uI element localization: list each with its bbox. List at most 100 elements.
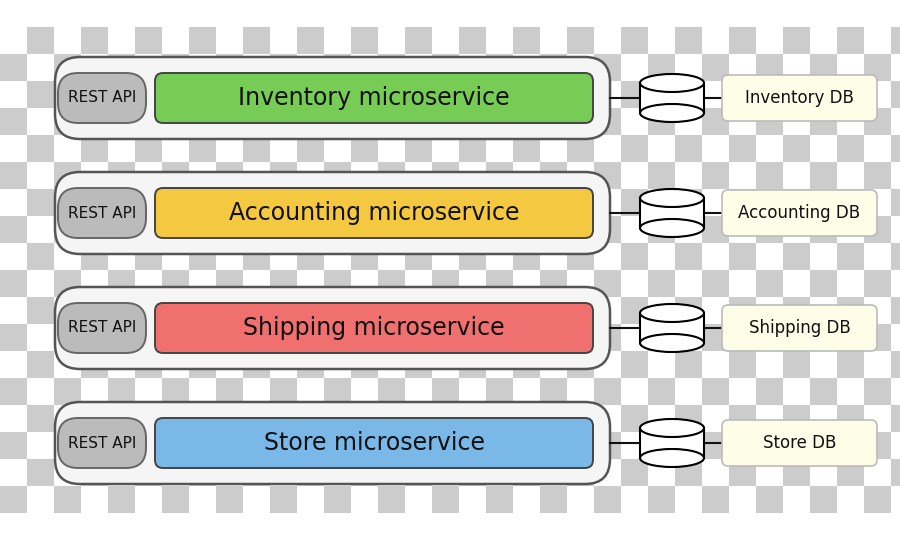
Bar [756, 216, 783, 243]
Bar [81, 432, 108, 459]
Bar [81, 81, 108, 108]
Bar [756, 432, 783, 459]
Bar [459, 81, 486, 108]
Bar [864, 432, 891, 459]
Bar [297, 216, 324, 243]
Bar [324, 0, 351, 27]
FancyBboxPatch shape [722, 305, 877, 351]
Bar [189, 27, 216, 54]
Bar [378, 81, 405, 108]
Bar [432, 432, 459, 459]
Bar [891, 297, 900, 324]
Bar [513, 243, 540, 270]
Bar [270, 81, 297, 108]
Bar [405, 27, 432, 54]
Bar [756, 135, 783, 162]
Bar [243, 459, 270, 486]
Bar [567, 27, 594, 54]
Bar [640, 83, 704, 113]
Bar [108, 459, 135, 486]
Bar [594, 324, 621, 351]
Ellipse shape [640, 74, 704, 92]
Bar [351, 270, 378, 297]
Bar [189, 324, 216, 351]
Bar [891, 216, 900, 243]
Bar [162, 54, 189, 81]
Bar [513, 486, 540, 513]
Bar [675, 486, 702, 513]
Bar [0, 135, 27, 162]
Bar [297, 0, 324, 27]
Bar [675, 189, 702, 216]
Bar [540, 324, 567, 351]
Bar [27, 486, 54, 513]
Bar [756, 405, 783, 432]
Bar [270, 351, 297, 378]
Bar [162, 243, 189, 270]
Bar [54, 270, 81, 297]
Ellipse shape [640, 304, 704, 322]
Bar [864, 189, 891, 216]
Bar [837, 162, 864, 189]
Text: Accounting DB: Accounting DB [738, 204, 860, 222]
Bar [810, 351, 837, 378]
Bar [351, 108, 378, 135]
Bar [135, 405, 162, 432]
Bar [162, 486, 189, 513]
Bar [378, 324, 405, 351]
Bar [810, 432, 837, 459]
Bar [27, 432, 54, 459]
Bar [189, 405, 216, 432]
Bar [378, 216, 405, 243]
Bar [702, 297, 729, 324]
Bar [648, 297, 675, 324]
Bar [459, 27, 486, 54]
Bar [378, 351, 405, 378]
Bar [594, 189, 621, 216]
Bar [189, 432, 216, 459]
Bar [756, 297, 783, 324]
Bar [729, 270, 756, 297]
Bar [243, 108, 270, 135]
Bar [567, 135, 594, 162]
Bar [648, 54, 675, 81]
Bar [648, 81, 675, 108]
Bar [810, 27, 837, 54]
Ellipse shape [640, 219, 704, 237]
Bar [27, 189, 54, 216]
Bar [783, 81, 810, 108]
Bar [729, 189, 756, 216]
Ellipse shape [640, 104, 704, 122]
Bar [729, 54, 756, 81]
Bar [54, 351, 81, 378]
Bar [594, 81, 621, 108]
Bar [27, 270, 54, 297]
Bar [432, 351, 459, 378]
Bar [54, 54, 81, 81]
Bar [135, 135, 162, 162]
Bar [486, 432, 513, 459]
Bar [216, 108, 243, 135]
Bar [540, 54, 567, 81]
Bar [351, 135, 378, 162]
Bar [567, 189, 594, 216]
Bar [0, 0, 27, 27]
Bar [459, 162, 486, 189]
Bar [81, 216, 108, 243]
Bar [864, 324, 891, 351]
Bar [648, 0, 675, 27]
Bar [351, 162, 378, 189]
Bar [432, 378, 459, 405]
Bar [0, 486, 27, 513]
Bar [297, 405, 324, 432]
Bar [648, 27, 675, 54]
Bar [0, 189, 27, 216]
Bar [702, 486, 729, 513]
Bar [675, 324, 702, 351]
Bar [675, 162, 702, 189]
Bar [0, 378, 27, 405]
Bar [243, 243, 270, 270]
Bar [837, 432, 864, 459]
Bar [270, 459, 297, 486]
Bar [594, 297, 621, 324]
